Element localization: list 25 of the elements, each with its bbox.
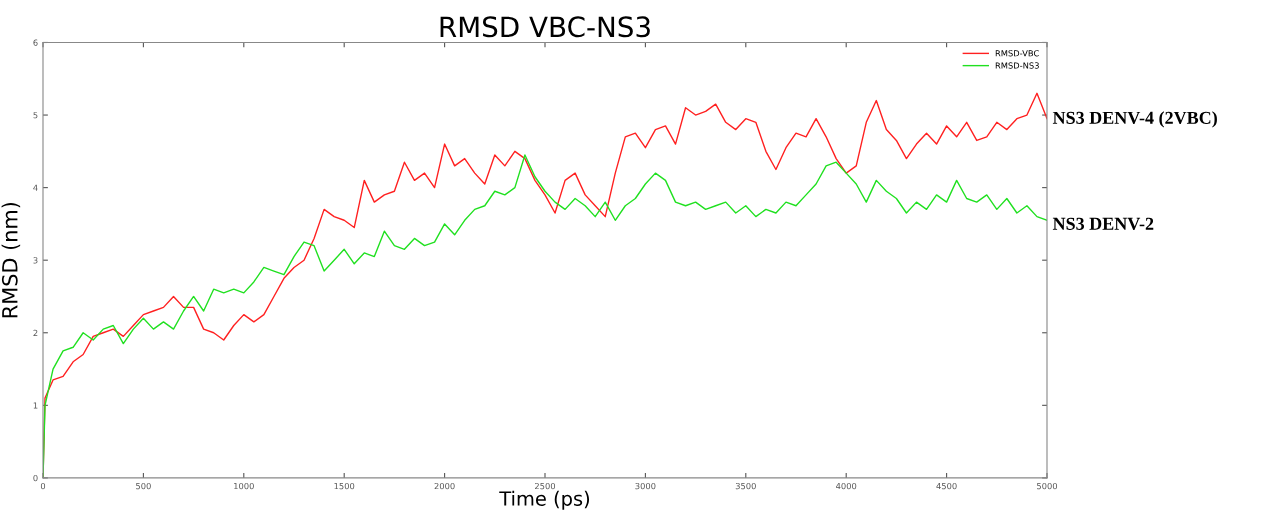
x-axis-title: Time (ps) <box>499 490 590 510</box>
x-tick-label: 2500 <box>535 482 556 490</box>
x-tick-label: 1000 <box>234 482 254 490</box>
chart-title: RMSD VBC-NS3 <box>440 16 650 38</box>
x-tick-label: 500 <box>136 482 151 490</box>
y-axis-title: RMSD (nm) <box>1 202 21 318</box>
y-tick-label: 4 <box>33 184 38 191</box>
x-tick-label: 3000 <box>635 482 656 490</box>
x-tick-label: 2000 <box>434 482 455 490</box>
annotation: NS3 DENV-2 <box>1052 217 1154 230</box>
legend-label: RMSD-NS3 <box>995 62 1039 69</box>
x-tick-label: 4500 <box>936 482 957 490</box>
x-tick-label: 4000 <box>836 482 857 490</box>
y-tick-label: 6 <box>33 39 38 46</box>
x-tick-label: 1500 <box>334 482 355 490</box>
y-tick-label: 2 <box>33 329 38 336</box>
y-tick-label: 1 <box>33 402 38 409</box>
x-tick-label: 5000 <box>1037 482 1058 490</box>
x-tick-label: 0 <box>40 482 46 490</box>
y-tick-label: 0 <box>33 474 38 482</box>
legend-label: RMSD-VBC <box>995 50 1039 57</box>
y-tick-label: 3 <box>33 257 38 264</box>
y-tick-label: 5 <box>33 112 38 119</box>
x-tick-label: 3500 <box>735 482 756 490</box>
annotation: NS3 DENV-4 (2VBC) <box>1052 111 1217 128</box>
